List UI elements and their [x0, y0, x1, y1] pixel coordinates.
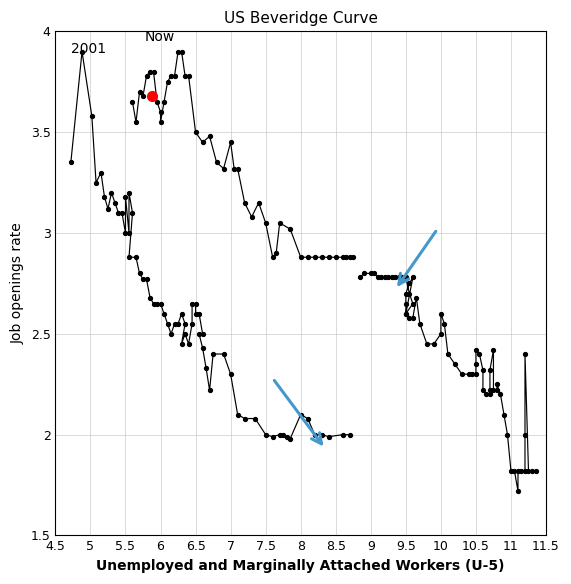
Y-axis label: Job openings rate: Job openings rate	[11, 223, 25, 345]
X-axis label: Unemployed and Marginally Attached Workers (U-5): Unemployed and Marginally Attached Worke…	[96, 559, 505, 573]
Title: US Beveridge Curve: US Beveridge Curve	[224, 11, 377, 26]
Text: 2001: 2001	[71, 41, 106, 55]
Text: Now: Now	[145, 30, 175, 44]
